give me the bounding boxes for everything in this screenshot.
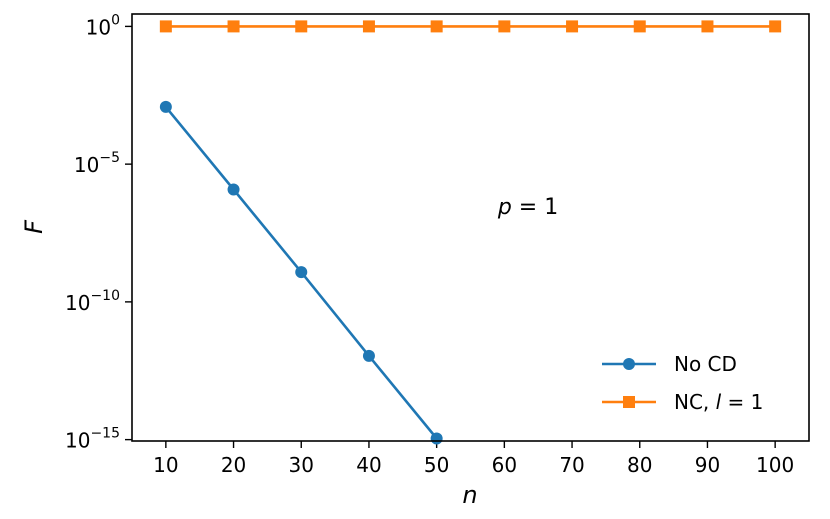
x-tick-label: 60 [492, 453, 517, 477]
data-point-no-cd [227, 183, 240, 196]
data-point-nc-l1 [769, 20, 782, 33]
plot-frame [131, 13, 810, 442]
x-tick-label: 30 [289, 453, 314, 477]
legend-label: NC, l = 1 [674, 390, 763, 414]
x-axis-ticks: 10 20 30 40 50 60 70 80 90 100 [153, 441, 794, 477]
y-tick-label: 10−10 [65, 288, 120, 315]
y-tick-label: 10−15 [65, 426, 120, 453]
data-point-no-cd [430, 432, 443, 445]
series-layer [159, 20, 782, 445]
y-tick-label: 10−5 [74, 150, 120, 177]
plot-background [132, 14, 809, 441]
data-point-nc-l1 [633, 20, 646, 33]
x-tick-label: 90 [695, 453, 720, 477]
x-tick-label: 50 [424, 453, 449, 477]
data-point-nc-l1 [295, 20, 308, 33]
data-point-no-cd [159, 100, 172, 113]
y-axis-label: F [20, 219, 48, 234]
data-point-nc-l1 [701, 20, 714, 33]
x-tick-label: 40 [356, 453, 381, 477]
data-point-nc-l1 [362, 20, 375, 33]
data-point-nc-l1 [227, 20, 240, 33]
data-point-nc-l1 [566, 20, 579, 33]
annotation-p-equals-1: p = 1 [497, 195, 558, 220]
legend-marker-circle [623, 358, 635, 370]
x-axis-label: n [462, 481, 477, 509]
data-point-nc-l1 [430, 20, 443, 33]
data-point-no-cd [295, 266, 308, 279]
x-tick-label: 10 [153, 453, 178, 477]
x-tick-label: 70 [559, 453, 584, 477]
data-point-no-cd [362, 349, 375, 362]
x-tick-label: 100 [756, 453, 794, 477]
data-point-nc-l1 [159, 20, 172, 33]
y-tick-label: 100 [86, 12, 120, 39]
y-axis-ticks: 100 10−5 10−10 10−15 [65, 12, 132, 453]
data-point-nc-l1 [498, 20, 511, 33]
legend: No CD NC, l = 1 [602, 352, 763, 414]
legend-label: No CD [674, 352, 737, 376]
x-tick-label: 80 [627, 453, 652, 477]
x-tick-label: 20 [221, 453, 246, 477]
legend-marker-square [623, 396, 635, 408]
